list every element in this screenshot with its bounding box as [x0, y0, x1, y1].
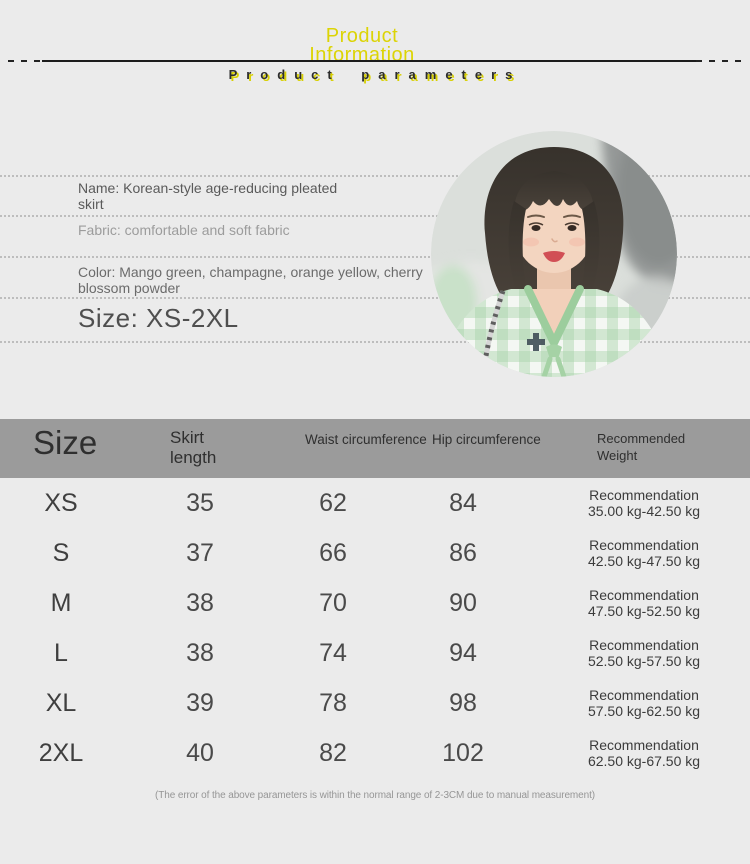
page-title-line1: Product	[325, 25, 399, 47]
dotted-separator	[0, 341, 750, 343]
cell-hip: 86	[449, 538, 477, 567]
cell-skirt-length: 37	[186, 538, 214, 567]
cell-recommended-weight: Recommendation 52.50 kg-57.50 kg	[538, 637, 750, 669]
spec-name: Name: Korean-style age-reducing pleated …	[78, 180, 338, 212]
dotted-separator	[0, 256, 750, 258]
column-header-hip-circumference: Hip circumference	[432, 432, 541, 447]
cell-recommended-weight: Recommendation 47.50 kg-52.50 kg	[538, 587, 750, 619]
spec-color: Color: Mango green, champagne, orange ye…	[78, 264, 423, 296]
dotted-separator	[0, 215, 750, 217]
cell-size: XL	[45, 688, 77, 717]
recommendation-range: 52.50 kg-57.50 kg	[587, 653, 701, 669]
cell-size: XS	[44, 488, 78, 517]
column-header-waist-circumference: Waist circumference	[305, 432, 427, 447]
recommendation-range: 42.50 kg-47.50 kg	[587, 553, 701, 569]
cell-hip: 102	[442, 738, 484, 767]
dotted-separator	[0, 175, 750, 177]
cell-size: M	[50, 588, 72, 617]
recommendation-label: Recommendation	[589, 687, 699, 703]
table-row: XL 39 78 98 Recommendation 57.50 kg-62.5…	[0, 678, 750, 728]
subtitle-text: Product parameters	[228, 67, 522, 82]
recommendation-label: Recommendation	[589, 487, 699, 503]
cell-waist: 70	[319, 588, 347, 617]
recommendation-range: 47.50 kg-52.50 kg	[587, 603, 701, 619]
recommendation-label: Recommendation	[589, 587, 699, 603]
dotted-separator	[0, 297, 750, 299]
column-header-skirt-length: Skirt length	[170, 428, 217, 467]
page-subtitle: Product parameters Product parameters	[0, 67, 750, 87]
header-divider-line	[8, 60, 742, 62]
cell-hip: 98	[449, 688, 477, 717]
recommendation-label: Recommendation	[589, 537, 699, 553]
cell-recommended-weight: Recommendation 42.50 kg-47.50 kg	[538, 537, 750, 569]
cell-skirt-length: 35	[186, 488, 214, 517]
cell-waist: 74	[319, 638, 347, 667]
cell-size: 2XL	[38, 738, 84, 767]
table-row: 2XL 40 82 102 Recommendation 62.50 kg-67…	[0, 728, 750, 778]
recommendation-range: 35.00 kg-42.50 kg	[587, 503, 701, 519]
cell-size: L	[54, 638, 68, 667]
recommendation-label: Recommendation	[589, 737, 699, 753]
cell-hip: 84	[449, 488, 477, 517]
spec-fabric: Fabric: comfortable and soft fabric	[78, 222, 290, 238]
cell-hip: 94	[449, 638, 477, 667]
cell-skirt-length: 38	[186, 588, 214, 617]
cell-skirt-length: 40	[186, 738, 214, 767]
page-title-line2: Information	[309, 44, 415, 66]
table-row: M 38 70 90 Recommendation 47.50 kg-52.50…	[0, 578, 750, 628]
cell-recommended-weight: Recommendation 62.50 kg-67.50 kg	[538, 737, 750, 769]
size-table-header: Size Skirt length Waist circumference Hi…	[0, 419, 750, 478]
spec-size-range: Size: XS-2XL	[78, 303, 239, 333]
cell-hip: 90	[449, 588, 477, 617]
cell-waist: 82	[319, 738, 347, 767]
model-photo-illustration	[431, 131, 677, 377]
cell-skirt-length: 38	[186, 638, 214, 667]
cell-skirt-length: 39	[186, 688, 214, 717]
subtitle-shadow-text: Product parameters	[230, 69, 524, 84]
cell-size: S	[52, 538, 70, 567]
cell-waist: 62	[319, 488, 347, 517]
model-photo	[431, 131, 677, 377]
recommendation-range: 62.50 kg-67.50 kg	[587, 753, 701, 769]
table-row: S 37 66 86 Recommendation 42.50 kg-47.50…	[0, 528, 750, 578]
cell-waist: 78	[319, 688, 347, 717]
cell-recommended-weight: Recommendation 35.00 kg-42.50 kg	[538, 487, 750, 519]
measurement-disclaimer: (The error of the above parameters is wi…	[155, 790, 595, 801]
recommendation-range: 57.50 kg-62.50 kg	[587, 703, 701, 719]
column-header-recommended-weight: Recommended Weight	[597, 431, 686, 463]
divider-dashes-right	[696, 60, 742, 62]
table-row: XS 35 62 84 Recommendation 35.00 kg-42.5…	[0, 478, 750, 528]
divider-dashes-left	[8, 60, 42, 62]
table-row: L 38 74 94 Recommendation 52.50 kg-57.50…	[0, 628, 750, 678]
divider-solid	[42, 60, 696, 62]
column-header-size: Size	[33, 424, 98, 461]
cell-recommended-weight: Recommendation 57.50 kg-62.50 kg	[538, 687, 750, 719]
cell-waist: 66	[319, 538, 347, 567]
recommendation-label: Recommendation	[589, 637, 699, 653]
